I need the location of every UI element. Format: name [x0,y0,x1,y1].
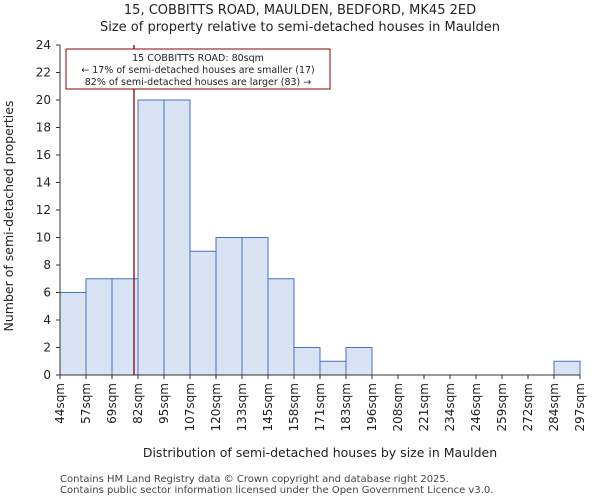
y-tick-label: 18 [36,121,51,135]
x-tick-label: 145sqm [261,383,275,431]
x-tick-label: 272sqm [521,383,535,431]
footer-line-2: Contains public sector information licen… [60,485,494,496]
x-tick-label: 297sqm [573,383,587,431]
annotation-line: 15 COBBITTS ROAD: 80sqm [132,53,264,64]
bar [85,278,113,376]
footer-line-1: Contains HM Land Registry data © Crown c… [60,474,449,485]
x-tick-label: 69sqm [105,383,119,424]
bar [267,278,295,376]
chart-subtitle: Size of property relative to semi-detach… [99,20,501,35]
y-axis-label: Number of semi-detached properties [1,101,16,332]
bar [553,360,581,376]
x-tick-label: 44sqm [53,383,67,424]
annotation-line: ← 17% of semi-detached houses are smalle… [81,65,315,76]
x-tick-label: 107sqm [183,383,197,431]
x-tick-label: 196sqm [365,383,379,431]
y-tick-label: 12 [36,203,51,217]
x-tick-label: 208sqm [391,383,405,431]
y-tick-label: 20 [36,93,51,107]
bar [189,250,217,376]
bar [345,347,373,376]
y-tick-label: 22 [36,66,51,80]
bar [319,360,347,376]
bar [59,292,87,376]
y-tick-label: 14 [36,176,51,190]
x-tick-label: 158sqm [287,383,301,431]
x-tick-label: 246sqm [469,383,483,431]
bar [293,347,321,376]
chart-title: 15, COBBITTS ROAD, MAULDEN, BEDFORD, MK4… [123,3,477,18]
y-tick-label: 24 [36,38,51,52]
y-tick-label: 2 [43,341,51,355]
x-tick-label: 133sqm [235,383,249,431]
x-tick-label: 171sqm [313,383,327,431]
x-tick-label: 234sqm [443,383,457,431]
x-tick-label: 284sqm [547,383,561,431]
y-tick-label: 10 [36,231,51,245]
y-tick-label: 6 [43,286,51,300]
annotation-box [65,48,331,90]
y-tick-label: 16 [36,148,51,162]
bar [137,99,165,376]
bar [215,237,243,376]
bars-group [59,99,581,376]
annotation-line: 82% of semi-detached houses are larger (… [85,77,312,88]
x-tick-label: 95sqm [157,383,171,424]
bar [241,237,269,376]
x-tick-label: 259sqm [495,383,509,431]
x-tick-label: 57sqm [79,383,93,424]
x-tick-label: 120sqm [209,383,223,431]
x-tick-label: 183sqm [339,383,353,431]
x-tick-label: 82sqm [131,383,145,424]
y-tick-label: 0 [43,368,51,382]
y-tick-label: 4 [43,313,51,327]
annotation-group: 15 COBBITTS ROAD: 80sqm← 17% of semi-det… [65,48,331,90]
x-axis-label: Distribution of semi-detached houses by … [143,445,497,460]
x-tick-label: 221sqm [417,383,431,431]
y-tick-label: 8 [43,258,51,272]
bar [163,99,191,376]
